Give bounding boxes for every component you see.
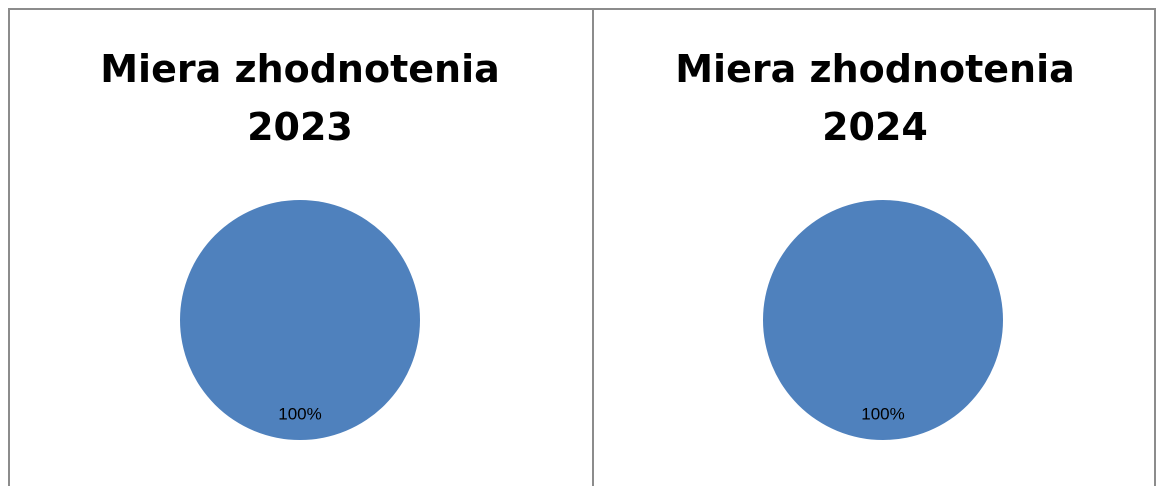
chart-title-line1: Miera zhodnotenia bbox=[100, 47, 500, 91]
pie-plot-area: 100% bbox=[180, 200, 420, 440]
frame-top-border bbox=[8, 8, 1156, 10]
frame-left-border bbox=[8, 8, 10, 486]
chart-title-line2: 2024 bbox=[822, 105, 928, 149]
pie-slice-data-label: 100% bbox=[861, 405, 904, 424]
pie-chart-2024: Miera zhodnotenia 2024 100% bbox=[594, 8, 1156, 486]
chart-title-line1: Miera zhodnotenia bbox=[675, 47, 1075, 91]
pie-chart-2023: Miera zhodnotenia 2023 100% bbox=[8, 8, 592, 486]
pie-slice-data-label: 100% bbox=[278, 405, 321, 424]
pie-slice bbox=[763, 200, 1003, 440]
pie-plot-area: 100% bbox=[763, 200, 1003, 440]
chart-title: Miera zhodnotenia 2024 bbox=[594, 40, 1156, 156]
chart-title-line2: 2023 bbox=[247, 105, 353, 149]
frame-right-border bbox=[1154, 8, 1156, 486]
frame-divider bbox=[592, 8, 594, 486]
chart-title: Miera zhodnotenia 2023 bbox=[8, 40, 592, 156]
pie-slice bbox=[180, 200, 420, 440]
